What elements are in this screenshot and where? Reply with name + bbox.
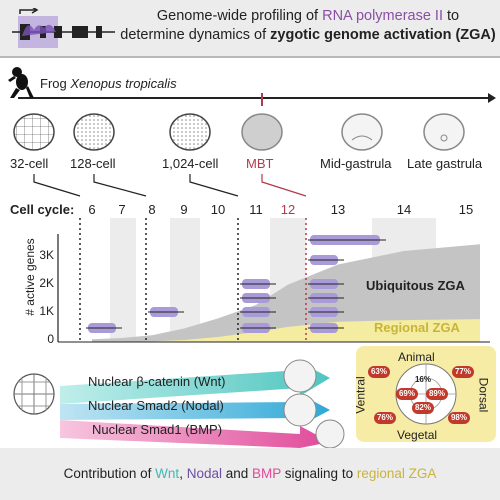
gene-track-marker	[148, 307, 184, 317]
cell-cycle-number: 14	[396, 202, 412, 217]
signal-label-bmp: Nuclear Smad1 (BMP)	[92, 422, 223, 437]
gene-track-marker	[86, 323, 122, 333]
ubiquitous-zga-label: Ubiquitous ZGA	[366, 278, 465, 293]
y-tick-label: 3K	[39, 248, 54, 262]
embryo-sphere-icon	[283, 359, 345, 448]
frog-icon	[8, 67, 34, 98]
percent-badge: 76%	[374, 412, 396, 424]
gene-track-marker	[308, 255, 344, 265]
gene-track-marker	[240, 323, 276, 333]
stage-label-mbt: MBT	[246, 156, 274, 171]
gene-track-marker	[240, 279, 276, 289]
regional-zga-area	[92, 319, 480, 342]
percent-badge: 63%	[368, 366, 390, 378]
timeline	[8, 67, 496, 106]
gene-track-marker	[308, 307, 344, 317]
gene-track-marker	[308, 293, 344, 303]
zga-chart	[57, 218, 490, 343]
embryo-mbt	[241, 113, 283, 151]
footer-caption: Contribution of Wnt, Nodal and BMP signa…	[63, 466, 437, 481]
footer-banner	[0, 448, 500, 500]
gene-track-marker	[308, 279, 344, 289]
cell-cycle-label: Cell cycle:	[10, 202, 75, 217]
signal-arrows	[13, 359, 345, 448]
signal-label-wnt: Nuclear β-catenin (Wnt)	[88, 374, 226, 389]
stage-label: Late gastrula	[407, 156, 483, 171]
embryo-grid-icon	[13, 373, 55, 415]
stage-label: 32-cell	[10, 156, 49, 171]
embryo-row	[13, 113, 465, 151]
percent-badge: 82%	[412, 402, 434, 414]
compass-animal: Animal	[398, 350, 435, 364]
embryo-1024-cell	[169, 113, 211, 151]
gene-track-marker	[308, 323, 344, 333]
embryo-late-gastrula	[423, 113, 465, 151]
percent-badge: 89%	[426, 388, 448, 400]
y-tick-label: 1K	[39, 304, 54, 318]
bmp-arrow	[60, 420, 330, 448]
page-title: Genome-wide profiling of RNA polymerase …	[120, 8, 496, 43]
cell-cycle-number: 13	[330, 202, 346, 217]
header-divider	[0, 56, 500, 58]
cell-cycle-number: 10	[210, 202, 226, 217]
signal-label-nodal: Nuclear Smad2 (Nodal)	[88, 398, 224, 413]
cell-cycle-number: 11	[249, 202, 263, 217]
cell-cycle-number: 9	[180, 202, 188, 217]
cell-cycle-number: 7	[118, 202, 126, 217]
genome-track-icon	[12, 8, 115, 48]
cell-cycle-number: 15	[458, 202, 474, 217]
percent-badge: 98%	[448, 412, 470, 424]
embryo-128-cell	[73, 113, 115, 151]
percent-badge: 77%	[452, 366, 474, 378]
cell-cycle-number: 6	[88, 202, 96, 217]
cell-cycle-number: 8	[148, 202, 156, 217]
gene-track-marker	[240, 293, 276, 303]
embryo-32-cell	[13, 113, 55, 151]
gene-track-marker	[308, 235, 386, 245]
species-label: Frog Xenopus tropicalis	[40, 76, 177, 91]
y-tick-label: 2K	[39, 276, 54, 290]
ubiquitous-zga-area	[92, 244, 480, 342]
y-tick-label: 0	[47, 332, 54, 346]
cell-cycle-number: 12	[280, 202, 296, 217]
wnt-arrow	[60, 362, 330, 404]
stage-label: 1,024-cell	[162, 156, 219, 171]
cell-cycle-band	[170, 218, 200, 342]
regional-zga-label: Regional ZGA	[374, 320, 460, 335]
embryo-mid-gastrula	[341, 113, 383, 151]
stage-label: Mid-gastrula	[320, 156, 392, 171]
cell-cycle-band	[110, 218, 136, 342]
percent-badge: 69%	[396, 388, 418, 400]
stage-label: 128-cell	[70, 156, 116, 171]
gene-track-marker	[240, 307, 276, 317]
nodal-arrow	[60, 394, 330, 426]
percent-badge: 16%	[414, 375, 431, 384]
compass-vegetal: Vegetal	[397, 428, 438, 442]
stage-connectors	[33, 174, 307, 197]
